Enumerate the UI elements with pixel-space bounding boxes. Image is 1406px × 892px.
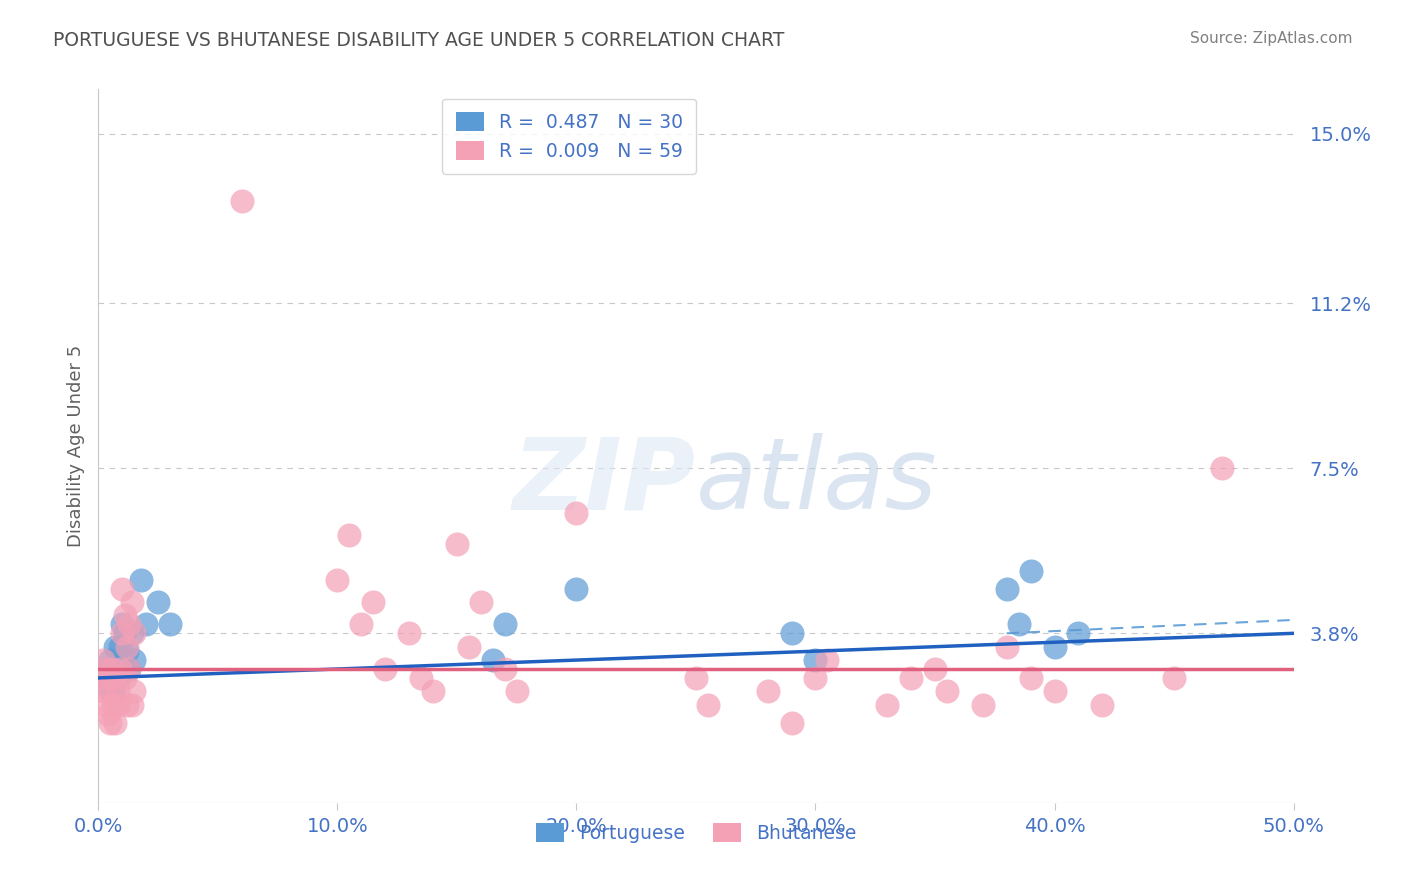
Point [115, 644, 138, 658]
Point [91, 671, 114, 685]
Point [97, 680, 120, 694]
Point [115, 640, 138, 654]
Point [91, 684, 114, 698]
Point [815, 653, 838, 667]
Point [1211, 461, 1233, 475]
Point [114, 671, 136, 685]
Point [107, 698, 129, 712]
Point [1067, 626, 1090, 640]
Point [1008, 617, 1031, 632]
Point [697, 698, 720, 712]
Point [98, 671, 122, 685]
Point [995, 582, 1018, 596]
Point [780, 715, 803, 730]
Point [506, 684, 529, 698]
Point [936, 684, 959, 698]
Point [159, 617, 181, 632]
Point [924, 662, 946, 676]
Point [121, 698, 143, 712]
Point [111, 617, 134, 632]
Point [565, 582, 588, 596]
Point [756, 684, 779, 698]
Point [107, 671, 129, 685]
Point [115, 698, 138, 712]
Point [111, 626, 134, 640]
Point [121, 626, 143, 640]
Point [91, 653, 114, 667]
Point [804, 653, 827, 667]
Point [481, 653, 505, 667]
Point [97, 706, 120, 721]
Point [94, 698, 117, 712]
Point [780, 626, 803, 640]
Point [1043, 640, 1066, 654]
Point [135, 617, 157, 632]
Point [131, 573, 153, 587]
Point [470, 595, 492, 609]
Point [876, 698, 898, 712]
Point [124, 626, 146, 640]
Point [118, 662, 141, 676]
Point [107, 684, 129, 698]
Point [565, 506, 588, 520]
Text: PORTUGUESE VS BHUTANESE DISABILITY AGE UNDER 5 CORRELATION CHART: PORTUGUESE VS BHUTANESE DISABILITY AGE U… [53, 31, 785, 50]
Point [458, 640, 481, 654]
Point [104, 671, 127, 685]
Text: ZIP: ZIP [513, 434, 696, 530]
Point [97, 671, 120, 685]
Point [326, 573, 349, 587]
Point [114, 608, 136, 623]
Point [1091, 698, 1114, 712]
Y-axis label: Disability Age Under 5: Disability Age Under 5 [66, 345, 84, 547]
Point [685, 671, 707, 685]
Point [118, 617, 141, 632]
Point [1019, 671, 1042, 685]
Point [494, 617, 516, 632]
Point [1043, 684, 1066, 698]
Text: atlas: atlas [696, 434, 938, 530]
Point [804, 671, 827, 685]
Point [231, 194, 253, 208]
Point [104, 662, 127, 676]
Point [98, 653, 122, 667]
Point [494, 662, 516, 676]
Point [995, 640, 1018, 654]
Point [114, 626, 136, 640]
Point [108, 640, 131, 654]
Text: Source: ZipAtlas.com: Source: ZipAtlas.com [1189, 31, 1353, 46]
Point [108, 662, 131, 676]
Point [111, 582, 134, 596]
Point [94, 662, 117, 676]
Point [98, 684, 122, 698]
Point [98, 715, 122, 730]
Point [374, 662, 396, 676]
Point [972, 698, 994, 712]
Point [101, 698, 124, 712]
Point [148, 595, 170, 609]
Point [398, 626, 420, 640]
Point [1019, 564, 1042, 578]
Point [124, 653, 146, 667]
Point [121, 595, 143, 609]
Point [118, 662, 141, 676]
Legend: Portuguese, Bhutanese: Portuguese, Bhutanese [529, 815, 863, 850]
Point [446, 537, 468, 551]
Point [104, 640, 127, 654]
Point [363, 595, 385, 609]
Point [101, 662, 124, 676]
Point [90, 671, 112, 685]
Point [101, 684, 124, 698]
Point [900, 671, 922, 685]
Point [94, 662, 117, 676]
Point [411, 671, 433, 685]
Point [339, 528, 361, 542]
Point [1163, 671, 1185, 685]
Point [350, 617, 373, 632]
Point [104, 715, 127, 730]
Point [124, 684, 146, 698]
Point [422, 684, 444, 698]
